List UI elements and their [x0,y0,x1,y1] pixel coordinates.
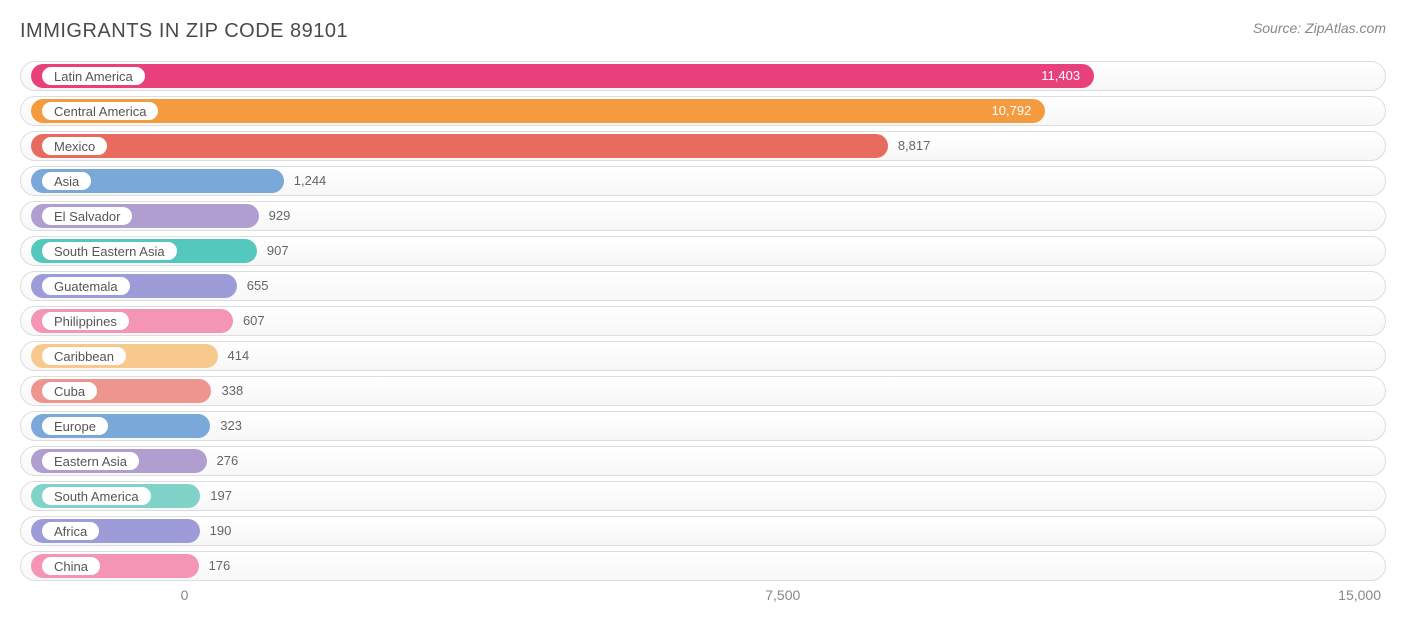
bar-row: Cuba 338 [20,376,1386,406]
bar-category-label: Africa [41,521,100,541]
bar-category-label: Guatemala [41,276,131,296]
bar-value-label: 11,403 [1041,61,1090,91]
bar-row: Latin America 11,403 [20,61,1386,91]
bar-value-label: 1,244 [294,166,327,196]
bar-category-label: Central America [41,101,159,121]
bar-category-label: Asia [41,171,92,191]
bar-row: El Salvador 929 [20,201,1386,231]
bar-value-label: 607 [243,306,265,336]
bar-value-label: 323 [220,411,242,441]
bar-track [20,341,1386,371]
bar-category-label: Europe [41,416,109,436]
bar-row: Central America 10,792 [20,96,1386,126]
bar-value-label: 8,817 [898,131,931,161]
bar-value-label: 176 [209,551,231,581]
bar-value-label: 414 [228,341,250,371]
bar-category-label: El Salvador [41,206,133,226]
bar-category-label: Caribbean [41,346,127,366]
bar-category-label: Philippines [41,311,130,331]
bar-row: Philippines 607 [20,306,1386,336]
bar-category-label: South Eastern Asia [41,241,178,261]
x-axis-tick: 15,000 [1338,587,1381,603]
chart-title: IMMIGRANTS IN ZIP CODE 89101 [20,20,348,43]
bar-row: South Eastern Asia 907 [20,236,1386,266]
bar-category-label: China [41,556,101,576]
bar-category-label: Eastern Asia [41,451,140,471]
bar-value-label: 338 [221,376,243,406]
bar-row: Asia 1,244 [20,166,1386,196]
bar-row: Europe 323 [20,411,1386,441]
bar-category-label: Latin America [41,66,146,86]
chart-source: Source: ZipAtlas.com [1253,20,1386,36]
bar-value-label: 907 [267,236,289,266]
bar-fill [31,99,1045,123]
bar-value-label: 929 [269,201,291,231]
bar-row: South America 197 [20,481,1386,511]
x-axis: 0 7,500 15,000 [20,587,1386,617]
bar-fill [31,64,1094,88]
chart-area: Latin America 11,403 Central America 10,792… [20,61,1386,617]
x-axis-tick: 7,500 [765,587,800,603]
bar-row: Caribbean 414 [20,341,1386,371]
bar-container: Latin America 11,403 Central America 10,792… [20,61,1386,581]
bar-row: Guatemala 655 [20,271,1386,301]
x-axis-tick: 0 [181,587,189,603]
bar-fill [31,134,888,158]
chart-header: IMMIGRANTS IN ZIP CODE 89101 Source: Zip… [20,20,1386,43]
bar-category-label: Mexico [41,136,108,156]
bar-row: Africa 190 [20,516,1386,546]
bar-value-label: 190 [210,516,232,546]
bar-value-label: 197 [210,481,232,511]
bar-category-label: South America [41,486,152,506]
bar-row: Eastern Asia 276 [20,446,1386,476]
bar-value-label: 10,792 [992,96,1042,126]
bar-category-label: Cuba [41,381,98,401]
bar-row: Mexico 8,817 [20,131,1386,161]
bar-row: China 176 [20,551,1386,581]
bar-value-label: 276 [217,446,239,476]
bar-value-label: 655 [247,271,269,301]
